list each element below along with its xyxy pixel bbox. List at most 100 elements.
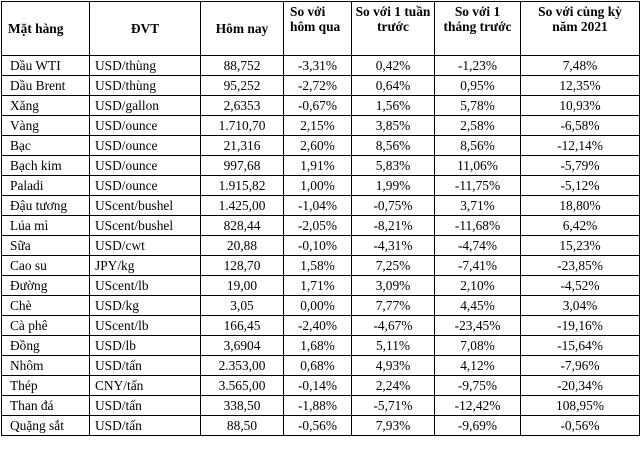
cell-vs-yesterday: 1,68% [283, 335, 352, 356]
cell-unit: USD/tấn [89, 355, 201, 376]
cell-vs-yesterday: 1,00% [283, 175, 352, 196]
cell-vs-yesterday: 2,60% [283, 135, 352, 156]
header-today: Hôm nay [200, 1, 284, 56]
cell-vs-year: -4,52% [520, 275, 640, 296]
table-row: Vàng USD/ounce 1.710,70 2,15% 3,85% 2,58% -6,5… [1, 115, 640, 136]
cell-vs-month: 5,78% [434, 95, 521, 116]
header-unit: ĐVT [89, 1, 201, 56]
cell-vs-year: 7,48% [520, 55, 640, 76]
table-row: Dầu Brent USD/thùng 95,252 -2,72% 0,64% 0,95%… [1, 75, 640, 96]
cell-vs-week: -4,67% [351, 315, 435, 336]
cell-vs-month: 11,06% [434, 155, 521, 176]
cell-vs-year: -5,12% [520, 175, 640, 196]
cell-unit: UScent/bushel [89, 195, 201, 216]
cell-commodity: Quặng sắt [1, 415, 90, 436]
cell-unit: USD/thùng [89, 55, 201, 76]
header-vs-yesterday: So với hôm qua [283, 1, 352, 56]
cell-vs-week: 0,42% [351, 55, 435, 76]
cell-unit: UScent/lb [89, 315, 201, 336]
cell-unit: USD/thùng [89, 75, 201, 96]
cell-vs-month: 3,71% [434, 195, 521, 216]
cell-unit: JPY/kg [89, 255, 201, 276]
cell-commodity: Sữa [1, 235, 90, 256]
table-row: Nhôm USD/tấn 2.353,00 0,68% 4,93% 4,12% -7,96% [1, 355, 640, 376]
cell-vs-yesterday: 2,15% [283, 115, 352, 136]
cell-vs-yesterday: 1,58% [283, 255, 352, 276]
cell-vs-month: -4,74% [434, 235, 521, 256]
cell-vs-month: -7,41% [434, 255, 521, 276]
cell-vs-yesterday: -2,40% [283, 315, 352, 336]
cell-today: 2,6353 [200, 95, 284, 116]
cell-vs-year: -5,79% [520, 155, 640, 176]
cell-unit: USD/gallon [89, 95, 201, 116]
header-row: Mặt hàng ĐVT Hôm nay So với hôm qua So v… [1, 1, 640, 56]
cell-commodity: Thép [1, 375, 90, 396]
table-row: Dầu WTI USD/thùng 88,752 -3,31% 0,42% -1,23% 7… [1, 55, 640, 76]
cell-vs-week: 0,64% [351, 75, 435, 96]
table-row: Bạc USD/ounce 21,316 2,60% 8,56% 8,56% -12,14% [1, 135, 640, 156]
cell-vs-month: 4,12% [434, 355, 521, 376]
cell-unit: USD/cwt [89, 235, 201, 256]
cell-vs-yesterday: 0,00% [283, 295, 352, 316]
cell-vs-yesterday: -2,05% [283, 215, 352, 236]
cell-vs-year: 12,35% [520, 75, 640, 96]
cell-commodity: Than đá [1, 395, 90, 416]
commodity-price-table: Mặt hàng ĐVT Hôm nay So với hôm qua So v… [1, 1, 640, 436]
cell-vs-month: -11,68% [434, 215, 521, 236]
cell-vs-year: -19,16% [520, 315, 640, 336]
cell-today: 1.915,82 [200, 175, 284, 196]
cell-vs-yesterday: -1,88% [283, 395, 352, 416]
cell-vs-month: -9,75% [434, 375, 521, 396]
cell-vs-week: 2,24% [351, 375, 435, 396]
cell-unit: USD/ounce [89, 155, 201, 176]
cell-vs-month: 8,56% [434, 135, 521, 156]
cell-today: 2.353,00 [200, 355, 284, 376]
cell-vs-yesterday: -1,04% [283, 195, 352, 216]
cell-vs-week: 5,83% [351, 155, 435, 176]
cell-unit: USD/ounce [89, 175, 201, 196]
cell-vs-yesterday: 0,68% [283, 355, 352, 376]
table-row: Xăng USD/gallon 2,6353 -0,67% 1,56% 5,78% 10,9… [1, 95, 640, 116]
cell-vs-yesterday: -0,14% [283, 375, 352, 396]
cell-vs-year: -20,34% [520, 375, 640, 396]
cell-vs-year: -23,85% [520, 255, 640, 276]
cell-unit: USD/kg [89, 295, 201, 316]
cell-vs-week: 3,85% [351, 115, 435, 136]
cell-vs-year: 3,04% [520, 295, 640, 316]
cell-commodity: Xăng [1, 95, 90, 116]
cell-today: 828,44 [200, 215, 284, 236]
cell-unit: USD/ounce [89, 135, 201, 156]
cell-today: 21,316 [200, 135, 284, 156]
cell-commodity: Vàng [1, 115, 90, 136]
cell-vs-week: 8,56% [351, 135, 435, 156]
table-row: Cà phê UScent/lb 166,45 -2,40% -4,67% -23,45%… [1, 315, 640, 336]
cell-today: 128,70 [200, 255, 284, 276]
cell-today: 3.565,00 [200, 375, 284, 396]
cell-vs-week: -8,21% [351, 215, 435, 236]
cell-vs-year: 15,23% [520, 235, 640, 256]
cell-vs-yesterday: -2,72% [283, 75, 352, 96]
cell-vs-week: 5,11% [351, 335, 435, 356]
cell-vs-yesterday: 1,91% [283, 155, 352, 176]
table-row: Đường UScent/lb 19,00 1,71% 3,09% 2,10% -4,52% [1, 275, 640, 296]
cell-vs-year: -15,64% [520, 335, 640, 356]
table-row: Than đá USD/tấn 338,50 -1,88% -5,71% -12,42% 1… [1, 395, 640, 416]
cell-today: 95,252 [200, 75, 284, 96]
cell-vs-week: 7,93% [351, 415, 435, 436]
cell-commodity: Chè [1, 295, 90, 316]
cell-today: 88,50 [200, 415, 284, 436]
table-row: Đồng USD/lb 3,6904 1,68% 5,11% 7,08% -15,64% [1, 335, 640, 356]
cell-vs-week: 1,99% [351, 175, 435, 196]
cell-vs-week: 7,77% [351, 295, 435, 316]
cell-vs-yesterday: -0,56% [283, 415, 352, 436]
cell-commodity: Dầu Brent [1, 75, 90, 96]
cell-unit: USD/tấn [89, 395, 201, 416]
cell-today: 3,6904 [200, 335, 284, 356]
cell-today: 166,45 [200, 315, 284, 336]
cell-today: 88,752 [200, 55, 284, 76]
table-row: Đậu tương UScent/bushel 1.425,00 -1,04% -0,7… [1, 195, 640, 216]
header-vs-week: So với 1 tuần trước [351, 1, 435, 56]
cell-today: 1.710,70 [200, 115, 284, 136]
cell-vs-month: -12,42% [434, 395, 521, 416]
cell-vs-year: -6,58% [520, 115, 640, 136]
